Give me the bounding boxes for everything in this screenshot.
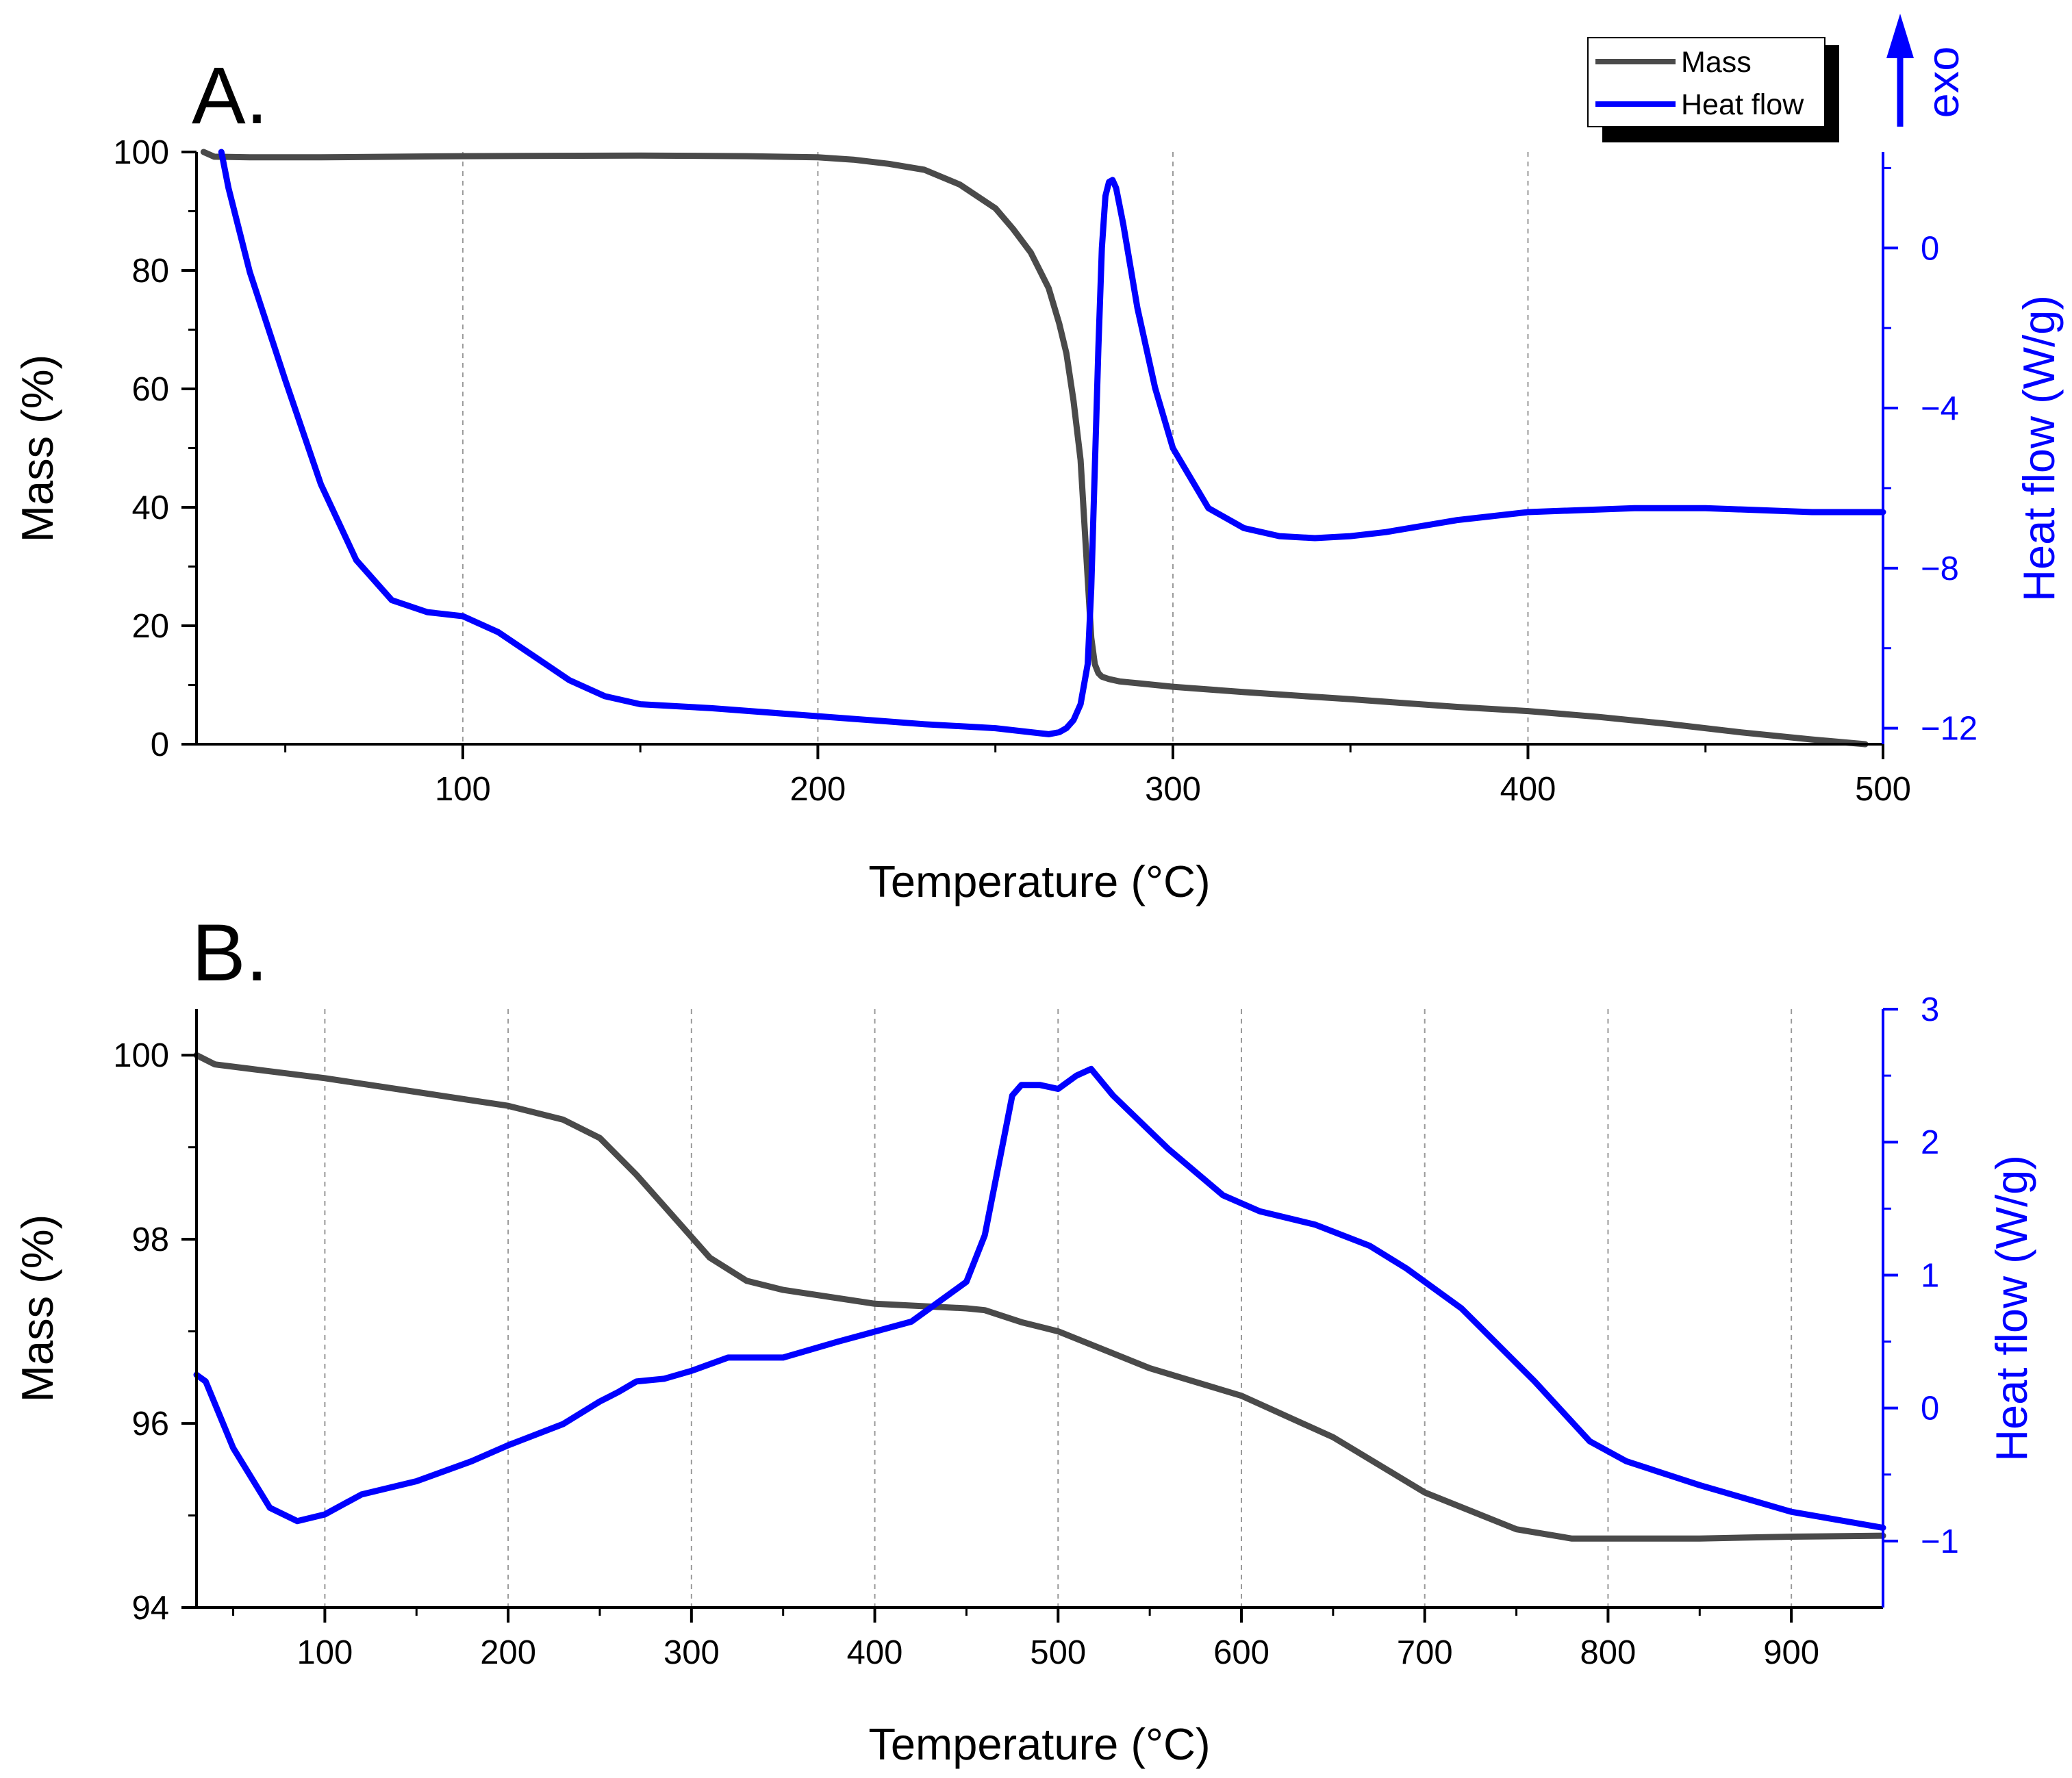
mass-series-line bbox=[193, 1052, 1886, 1542]
legend-mass-label: Mass bbox=[1681, 46, 1752, 79]
panel-b-right-y-axis-title: Heat flow (W/g) bbox=[1986, 1155, 2036, 1462]
right-y-tick-label: 0 bbox=[1921, 230, 1939, 267]
y-tick-label: 98 bbox=[131, 1221, 169, 1258]
exo-arrowhead-icon bbox=[1886, 14, 1914, 58]
right-y-tick-label: −8 bbox=[1921, 550, 1959, 587]
panel-a-y-ticks: 0 20 40 60 80 100 bbox=[113, 134, 197, 763]
panel-b-y-axis-title: Mass (%) bbox=[12, 1215, 62, 1402]
x-tick-label: 500 bbox=[1855, 771, 1911, 808]
panel-b-label: B. bbox=[192, 908, 268, 998]
panel-a-right-y-axis-title: Heat flow (W/g) bbox=[2014, 295, 2064, 602]
panel-a-label: A. bbox=[192, 51, 268, 141]
right-y-tick-label: 2 bbox=[1921, 1124, 1939, 1161]
mass-series-line bbox=[200, 149, 1869, 748]
y-tick-label: 80 bbox=[131, 253, 169, 290]
heat-flow-series-line bbox=[193, 1065, 1886, 1531]
panel-b-series bbox=[193, 1052, 1886, 1542]
right-y-tick-label: 0 bbox=[1921, 1390, 1939, 1427]
y-tick-label: 100 bbox=[113, 134, 169, 171]
y-tick-label: 0 bbox=[151, 726, 169, 763]
y-tick-label: 40 bbox=[131, 490, 169, 526]
panel-a-x-ticks: 100 200 300 400 500 bbox=[284, 744, 1911, 808]
panel-b-grid bbox=[324, 1009, 1793, 1608]
x-tick-label: 800 bbox=[1580, 1634, 1637, 1671]
x-tick-label: 400 bbox=[1500, 771, 1556, 808]
legend-box bbox=[1587, 37, 1825, 127]
panel-b-y-ticks: 94 96 98 100 bbox=[113, 1037, 197, 1627]
y-tick-label: 20 bbox=[131, 608, 169, 645]
panel-a-y-axis-title: Mass (%) bbox=[12, 355, 62, 542]
x-tick-label: 300 bbox=[664, 1634, 720, 1671]
legend-heat-flow-label: Heat flow bbox=[1681, 88, 1804, 121]
x-tick-label: 900 bbox=[1763, 1634, 1819, 1671]
x-tick-label: 100 bbox=[435, 771, 491, 808]
y-tick-label: 96 bbox=[131, 1406, 169, 1443]
panel-a-series bbox=[200, 149, 1886, 748]
x-tick-label: 100 bbox=[297, 1634, 353, 1671]
x-tick-label: 600 bbox=[1213, 1634, 1269, 1671]
legend: Mass Heat flow bbox=[1587, 37, 1839, 142]
panel-a-chart: A. 100 200 300 400 500 0 20 40 60 80 100 −12 −8 −4 0… bbox=[12, 14, 2064, 906]
x-tick-label: 200 bbox=[480, 1634, 536, 1671]
right-y-tick-label: 1 bbox=[1921, 1257, 1939, 1294]
right-y-tick-label: −12 bbox=[1921, 711, 1978, 748]
x-tick-label: 200 bbox=[790, 771, 846, 808]
exo-label: exo bbox=[1918, 47, 1968, 118]
x-tick-label: 700 bbox=[1397, 1634, 1453, 1671]
x-tick-label: 300 bbox=[1145, 771, 1201, 808]
exo-indicator: exo bbox=[1886, 14, 1968, 127]
y-tick-label: 100 bbox=[113, 1037, 169, 1074]
right-y-tick-label: 3 bbox=[1921, 991, 1939, 1028]
right-y-tick-label: −1 bbox=[1921, 1523, 1959, 1560]
panel-b-right-y-ticks: −1 0 1 2 3 bbox=[1883, 991, 1959, 1560]
panel-b-x-axis-title: Temperature (°C) bbox=[868, 1719, 1210, 1769]
y-tick-label: 94 bbox=[131, 1590, 169, 1627]
panel-b-x-ticks: 100 200 300 400 500 600 700 800 900 bbox=[232, 1608, 1819, 1671]
y-tick-label: 60 bbox=[131, 371, 169, 408]
right-y-tick-label: −4 bbox=[1921, 390, 1959, 427]
panel-a-grid bbox=[462, 152, 1529, 744]
x-tick-label: 400 bbox=[847, 1634, 903, 1671]
x-tick-label: 500 bbox=[1030, 1634, 1086, 1671]
panel-b-chart: B. 100 200 300 400 500 600 700 800 900 94 96 98 100… bbox=[12, 908, 2036, 1769]
panel-a-x-axis-title: Temperature (°C) bbox=[868, 856, 1210, 906]
heat-flow-series-line bbox=[218, 149, 1886, 737]
panel-a-right-y-ticks: −12 −8 −4 0 bbox=[1883, 166, 1978, 748]
